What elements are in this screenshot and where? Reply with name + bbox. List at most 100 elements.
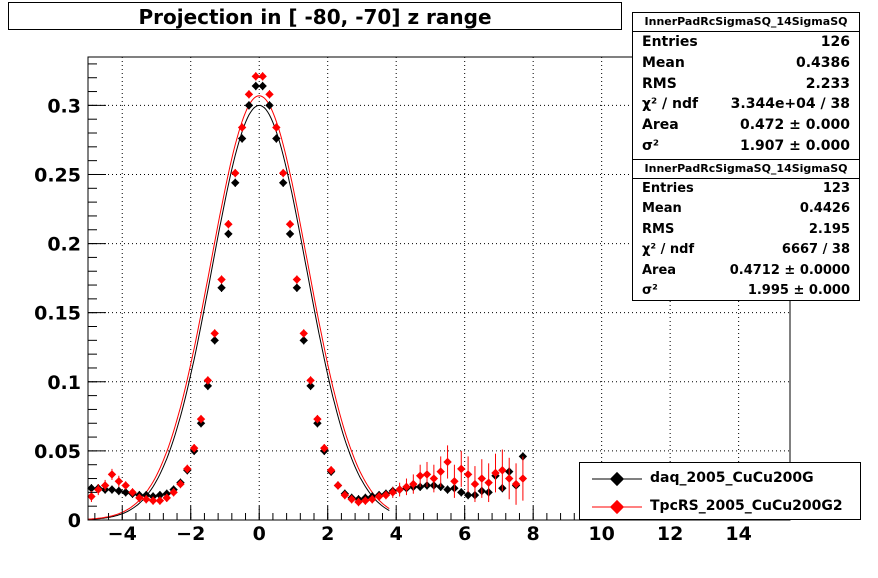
data-point-tpcrs — [477, 474, 487, 483]
legend-label: TpcRS_2005_CuCu200G2 — [650, 498, 843, 514]
stats-value: 2.233 — [805, 75, 850, 92]
stats-row-rms: RMS 2.233 — [633, 74, 859, 95]
data-point-tpcrs — [320, 443, 329, 453]
data-point-tpcrs — [244, 90, 254, 99]
chart-title-box: Projection in [ -80, -70] z range — [8, 2, 622, 30]
data-point-daq — [210, 336, 219, 345]
data-point-daq — [107, 485, 117, 494]
axes: −4 −2 0 2 4 6 8 10 12 14 0 0.05 0.1 0.15 0.2 0.25 0.3 — [34, 63, 781, 545]
data-point-tpcrs — [169, 488, 178, 497]
data-point-tpcrs — [87, 492, 96, 501]
stats-key: RMS — [642, 221, 675, 237]
fit-curve — [87, 104, 390, 520]
stats-value: 123 — [822, 181, 850, 196]
y-tick-label: 0.3 — [47, 95, 81, 117]
stats-row-sigma2: σ² 1.995 ± 0.000 — [633, 281, 859, 301]
stats-value: 0.4386 — [795, 54, 850, 71]
stats-key: χ² / ndf — [642, 96, 699, 113]
x-tick-label: 4 — [390, 523, 403, 545]
data-point-tpcrs — [415, 471, 425, 480]
data-point-tpcrs — [183, 464, 192, 474]
data-point-tpcrs — [210, 329, 219, 338]
data-point-tpcrs — [135, 493, 144, 503]
data-point-tpcrs — [155, 496, 165, 505]
stats-value: 1.907 ± 0.000 — [739, 137, 850, 154]
data-point-tpcrs — [457, 464, 466, 474]
data-point-tpcrs — [463, 470, 473, 479]
data-point-tpcrs — [100, 481, 110, 490]
stats-row-area: Area 0.472 ± 0.000 — [633, 115, 859, 136]
x-tick-label: 6 — [458, 523, 471, 545]
data-point-daq — [443, 485, 452, 494]
data-point-tpcrs — [299, 329, 308, 338]
data-point-tpcrs — [121, 481, 130, 490]
data-point-daq — [121, 488, 130, 497]
stats-value: 0.472 ± 0.000 — [739, 117, 850, 134]
data-point-tpcrs — [148, 496, 158, 505]
data-point-tpcrs — [114, 477, 124, 486]
stats-row-rms: RMS 2.195 — [633, 220, 859, 240]
data-point-tpcrs — [470, 479, 480, 489]
data-point-tpcrs — [333, 481, 343, 490]
stats-key: σ² — [642, 137, 660, 154]
stats-value: 126 — [820, 34, 850, 50]
x-tick-label: 0 — [253, 523, 266, 545]
data-point-tpcrs — [285, 220, 295, 229]
data-point-daq — [272, 134, 281, 143]
data-point-tpcrs — [142, 495, 151, 504]
data-point-daq — [457, 488, 466, 497]
data-point-tpcrs — [388, 488, 397, 497]
stats-value: 0.4712 ± 0.0000 — [729, 262, 850, 278]
data-point-tpcrs — [381, 490, 391, 500]
chart-title: Projection in [ -80, -70] z range — [138, 5, 492, 29]
stats-key: RMS — [642, 75, 677, 92]
stats-value: 0.4426 — [799, 201, 850, 217]
stats-title: InnerPadRcSigmaSQ_14SigmaSQ — [633, 13, 859, 32]
stats-row-area: Area 0.4712 ± 0.0000 — [633, 261, 859, 281]
data-point-daq — [292, 283, 302, 293]
data-point-tpcrs — [313, 414, 322, 424]
stats-value: 6667 / 38 — [781, 242, 850, 258]
data-point-tpcrs — [251, 72, 260, 81]
stats-row-mean: Mean 0.4426 — [633, 199, 859, 219]
x-tick-label: 12 — [657, 523, 683, 545]
data-point-daq — [203, 381, 213, 391]
data-point-tpcrs — [505, 474, 514, 483]
data-point-tpcrs — [491, 468, 500, 478]
data-point-daq — [155, 490, 165, 500]
data-point-tpcrs — [484, 478, 493, 487]
data-point-tpcrs — [237, 123, 247, 132]
data-point-daq — [265, 101, 274, 110]
fit-curves — [87, 95, 390, 520]
y-tick-label: 0.1 — [47, 372, 81, 394]
data-point-tpcrs — [265, 90, 274, 99]
stats-value: 1.995 ± 0.000 — [747, 282, 850, 298]
data-point-daq — [463, 490, 473, 500]
stats-key: Entries — [642, 181, 694, 196]
data-point-daq — [217, 283, 226, 293]
stats-row-entries: Entries 123 — [633, 179, 859, 199]
data-point-tpcrs — [292, 275, 302, 284]
legend: daq_2005_CuCu200G TpcRS_2005_CuCu200G2 — [579, 462, 861, 520]
data-point-tpcrs — [217, 275, 226, 284]
fit-curve — [87, 95, 390, 520]
data-point-tpcrs — [203, 376, 213, 385]
stats-key: Entries — [642, 34, 698, 50]
data-point-tpcrs — [498, 466, 507, 475]
data-point-tpcrs — [128, 488, 137, 497]
data-point-tpcrs — [395, 485, 404, 494]
legend-entry-tpcrs: TpcRS_2005_CuCu200G2 — [580, 493, 860, 521]
data-point-daq — [237, 134, 247, 143]
data-point-tpcrs — [518, 474, 528, 483]
x-tick-label: −4 — [108, 523, 137, 545]
x-tick-label: 2 — [321, 523, 334, 545]
data-point-tpcrs — [306, 376, 315, 385]
data-point-daq — [87, 484, 96, 493]
data-point-tpcrs — [189, 443, 199, 453]
data-point-tpcrs — [361, 496, 370, 505]
data-markers — [87, 72, 528, 507]
y-tick-label: 0 — [68, 510, 81, 532]
stats-title: InnerPadRcSigmaSQ_14SigmaSQ — [633, 160, 859, 179]
data-point-daq — [231, 178, 240, 187]
stats-key: Area — [642, 262, 677, 278]
